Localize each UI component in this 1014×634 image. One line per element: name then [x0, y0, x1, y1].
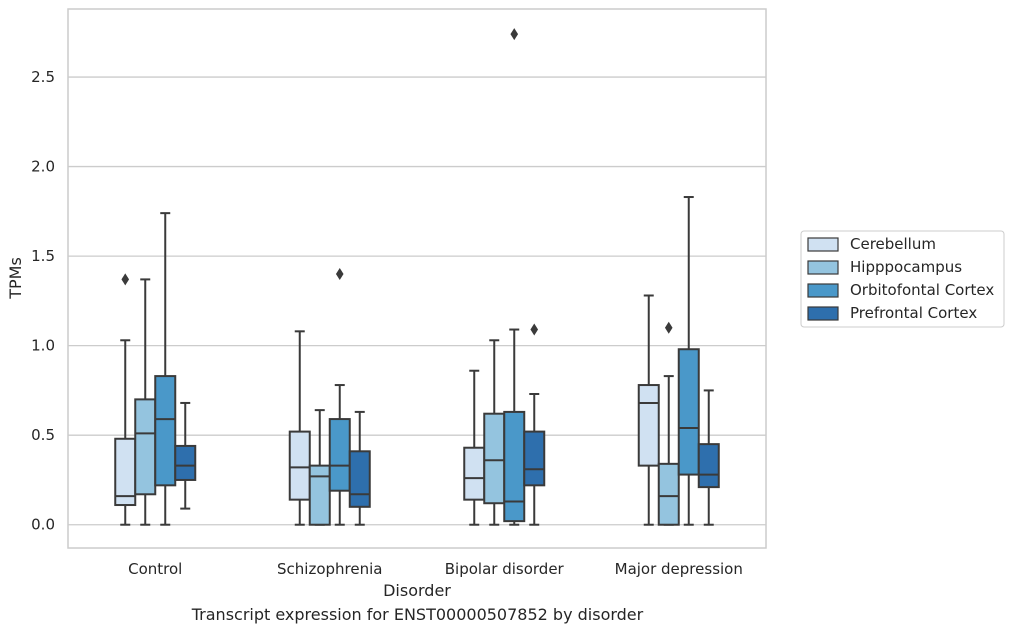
box-body: [463, 446, 486, 501]
legend-swatch: [807, 260, 839, 275]
box-body: [503, 410, 526, 523]
box-0-2: [463, 369, 486, 526]
figure-caption: Transcript expression for ENST0000050785…: [191, 605, 644, 624]
box-1-0: [134, 278, 157, 526]
box-2-0: [154, 212, 177, 526]
box-0-1: [288, 330, 311, 526]
y-tick-label: 1.5: [31, 247, 55, 265]
legend-label: Orbitofontal Cortex: [850, 281, 994, 299]
legend-swatch: [807, 306, 839, 321]
y-tick-label: 2.0: [31, 158, 55, 176]
y-axis-label: TPMs: [6, 257, 25, 300]
box-2-1: [328, 268, 351, 526]
legend-items: Cerebellum Hipppocampus Orbitofontal Corte…: [807, 235, 994, 322]
legend-swatch: [807, 283, 839, 298]
y-tick-labels: 0.0 0.5 1.0 1.5 2.0 2.5: [31, 68, 55, 534]
plot-frame: [67, 8, 767, 549]
box-body: [328, 418, 351, 492]
legend-label: Cerebellum: [850, 235, 936, 253]
legend-label: Prefrontal Cortex: [850, 304, 977, 322]
box-body: [348, 450, 371, 508]
box-3-3: [697, 389, 720, 526]
box-body: [174, 444, 197, 481]
outlier-point: [121, 273, 130, 286]
box-body: [637, 384, 660, 467]
outlier-point: [530, 323, 539, 336]
y-tick-label: 1.0: [31, 337, 55, 355]
box-layer: [114, 28, 720, 526]
outlier-point: [510, 28, 519, 41]
box-body: [288, 430, 311, 501]
box-body: [677, 348, 700, 476]
box-2-3: [677, 196, 700, 526]
box-3-1: [348, 410, 371, 526]
y-tick-label: 0.0: [31, 516, 55, 534]
x-tick-label: Schizophrenia: [277, 560, 382, 578]
legend-swatch: [807, 237, 839, 252]
x-tick-labels: Control Schizophrenia Bipolar disorder Majo…: [128, 560, 743, 578]
y-tick-label: 2.5: [31, 68, 55, 86]
x-tick-label: Major depression: [615, 560, 743, 578]
y-tick-label: 0.5: [31, 426, 55, 444]
box-body: [483, 412, 506, 505]
legend: Cerebellum Hipppocampus Orbitofontal Corte…: [800, 230, 1005, 328]
box-0-3: [637, 294, 660, 526]
box-body: [308, 464, 331, 526]
box-3-2: [523, 323, 546, 526]
outlier-point: [664, 321, 673, 334]
box-3-0: [174, 401, 197, 510]
box-2-2: [503, 28, 526, 526]
box-body: [657, 462, 680, 526]
box-body: [523, 430, 546, 487]
box-1-2: [483, 339, 506, 526]
box-0-0: [114, 273, 137, 526]
x-axis-label: Disorder: [383, 581, 451, 600]
legend-label: Hipppocampus: [850, 258, 962, 276]
legend-frame: [800, 230, 1005, 328]
box-body: [134, 398, 157, 496]
box-1-3: [657, 321, 680, 526]
box-body: [697, 443, 720, 489]
box-1-1: [308, 409, 331, 526]
x-tick-label: Control: [128, 560, 182, 578]
box-body: [154, 375, 177, 487]
x-tick-label: Bipolar disorder: [445, 560, 565, 578]
outlier-point: [335, 268, 344, 281]
